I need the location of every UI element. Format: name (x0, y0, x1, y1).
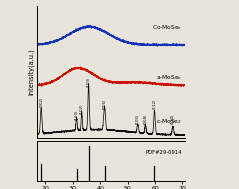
Text: PDF#29-0914: PDF#29-0914 (145, 150, 182, 155)
Text: Co-MoSe$_x$: Co-MoSe$_x$ (152, 23, 182, 32)
Text: (105): (105) (136, 113, 140, 124)
Text: (112): (112) (152, 98, 157, 109)
Text: (006): (006) (103, 99, 107, 109)
Text: (103): (103) (87, 76, 91, 87)
Text: (102): (102) (80, 103, 84, 114)
Text: a-MoSe$_x$: a-MoSe$_x$ (156, 73, 182, 82)
Text: (100): (100) (75, 109, 79, 120)
Text: c-MoSe$_2$: c-MoSe$_2$ (156, 118, 182, 126)
Text: (120): (120) (171, 114, 175, 124)
Text: (008): (008) (143, 114, 147, 124)
Text: (002): (002) (39, 97, 43, 107)
Y-axis label: Intensity(a.u.): Intensity(a.u.) (28, 48, 34, 95)
